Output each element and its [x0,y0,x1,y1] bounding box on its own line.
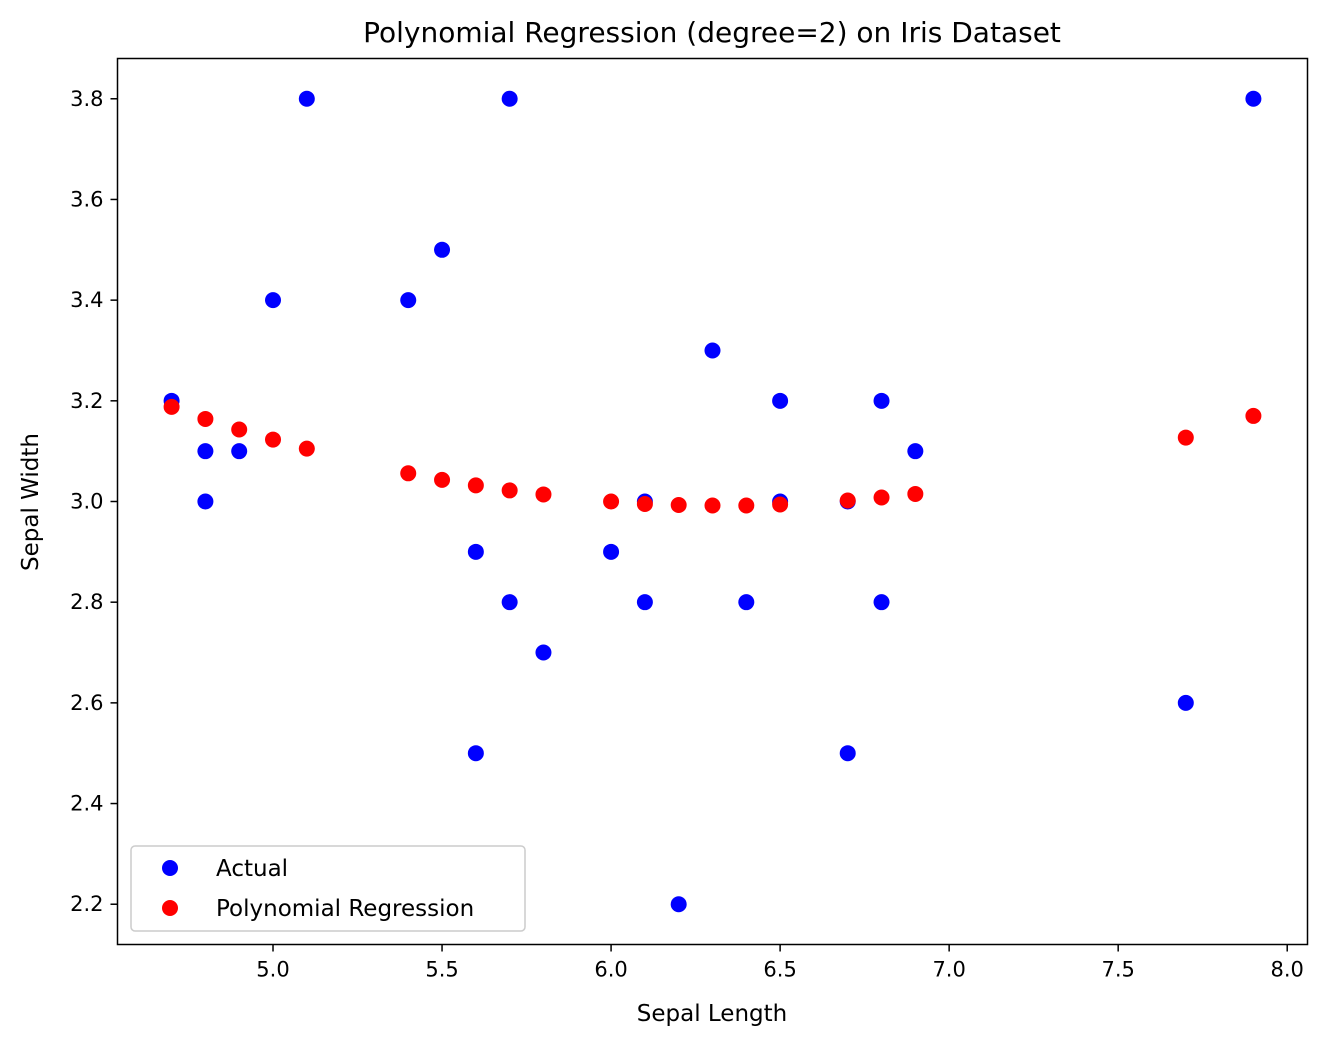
data-point-actual [704,342,721,359]
data-point-polynomial-regression [636,496,653,513]
data-point-polynomial-regression [873,489,890,506]
y-tick-label: 2.4 [70,792,103,816]
data-point-actual [197,443,214,460]
x-tick-label: 5.0 [256,958,289,982]
y-tick-label: 3.8 [70,87,103,111]
x-tick-label: 7.0 [932,958,965,982]
data-point-actual [636,594,653,611]
data-point-actual [434,241,451,258]
data-point-polynomial-regression [163,398,180,415]
data-point-actual [738,594,755,611]
data-point-polynomial-regression [501,482,518,499]
y-axis-label: Sepal Width [18,433,44,571]
data-point-actual [501,90,518,107]
data-point-actual [839,745,856,762]
data-point-polynomial-regression [400,465,417,482]
legend-label-actual: Actual [216,856,288,882]
data-points-layer [163,90,1262,913]
axis-ticks-layer: 5.0 5.5 6.0 6.5 7.0 7.5 8.0 2.2 2.4 2.6 2.8 3.0 3.2 3… [70,87,1304,982]
data-point-actual [1245,90,1262,107]
chart-title: Polynomial Regression (degree=2) on Iris… [363,16,1061,49]
data-point-actual [873,594,890,611]
data-point-polynomial-regression [434,471,451,488]
data-point-actual [197,493,214,510]
y-tick-label: 2.8 [70,590,103,614]
data-point-polynomial-regression [738,497,755,514]
data-point-actual [1177,694,1194,711]
y-tick-label: 3.0 [70,490,103,514]
x-tick-label: 7.5 [1101,958,1134,982]
x-tick-label: 5.5 [425,958,458,982]
data-point-polynomial-regression [839,492,856,509]
data-point-actual [603,543,620,560]
data-point-actual [535,644,552,661]
x-tick-label: 6.0 [594,958,627,982]
data-point-polynomial-regression [1245,407,1262,424]
data-point-polynomial-regression [772,496,789,513]
data-point-actual [670,896,687,913]
legend-marker-polynomial-regression [162,900,178,916]
data-point-polynomial-regression [265,431,282,448]
y-tick-label: 2.2 [70,892,103,916]
data-point-actual [873,392,890,409]
data-point-polynomial-regression [907,485,924,502]
y-tick-label: 2.6 [70,691,103,715]
data-point-polynomial-regression [231,421,248,438]
legend-marker-actual [162,860,178,876]
x-tick-label: 8.0 [1271,958,1304,982]
x-axis-label: Sepal Length [637,1001,787,1027]
legend: Actual Polynomial Regression [130,845,526,932]
y-tick-label: 3.2 [70,389,103,413]
data-point-polynomial-regression [298,440,315,457]
data-point-polynomial-regression [670,497,687,514]
data-point-actual [501,594,518,611]
data-point-actual [400,292,417,309]
data-point-actual [298,90,315,107]
data-point-polynomial-regression [197,410,214,427]
legend-frame [130,845,526,932]
data-point-polynomial-regression [603,493,620,510]
y-tick-label: 3.6 [70,187,103,211]
legend-label-polynomial-regression: Polynomial Regression [216,896,474,922]
data-point-actual [467,745,484,762]
data-point-actual [265,292,282,309]
data-point-actual [467,543,484,560]
data-point-actual [907,443,924,460]
x-tick-label: 6.5 [763,958,796,982]
y-tick-label: 3.4 [70,288,103,312]
data-point-polynomial-regression [535,486,552,503]
data-point-polynomial-regression [467,477,484,494]
data-point-polynomial-regression [1177,429,1194,446]
data-point-actual [772,392,789,409]
data-point-actual [231,443,248,460]
data-point-polynomial-regression [704,497,721,514]
